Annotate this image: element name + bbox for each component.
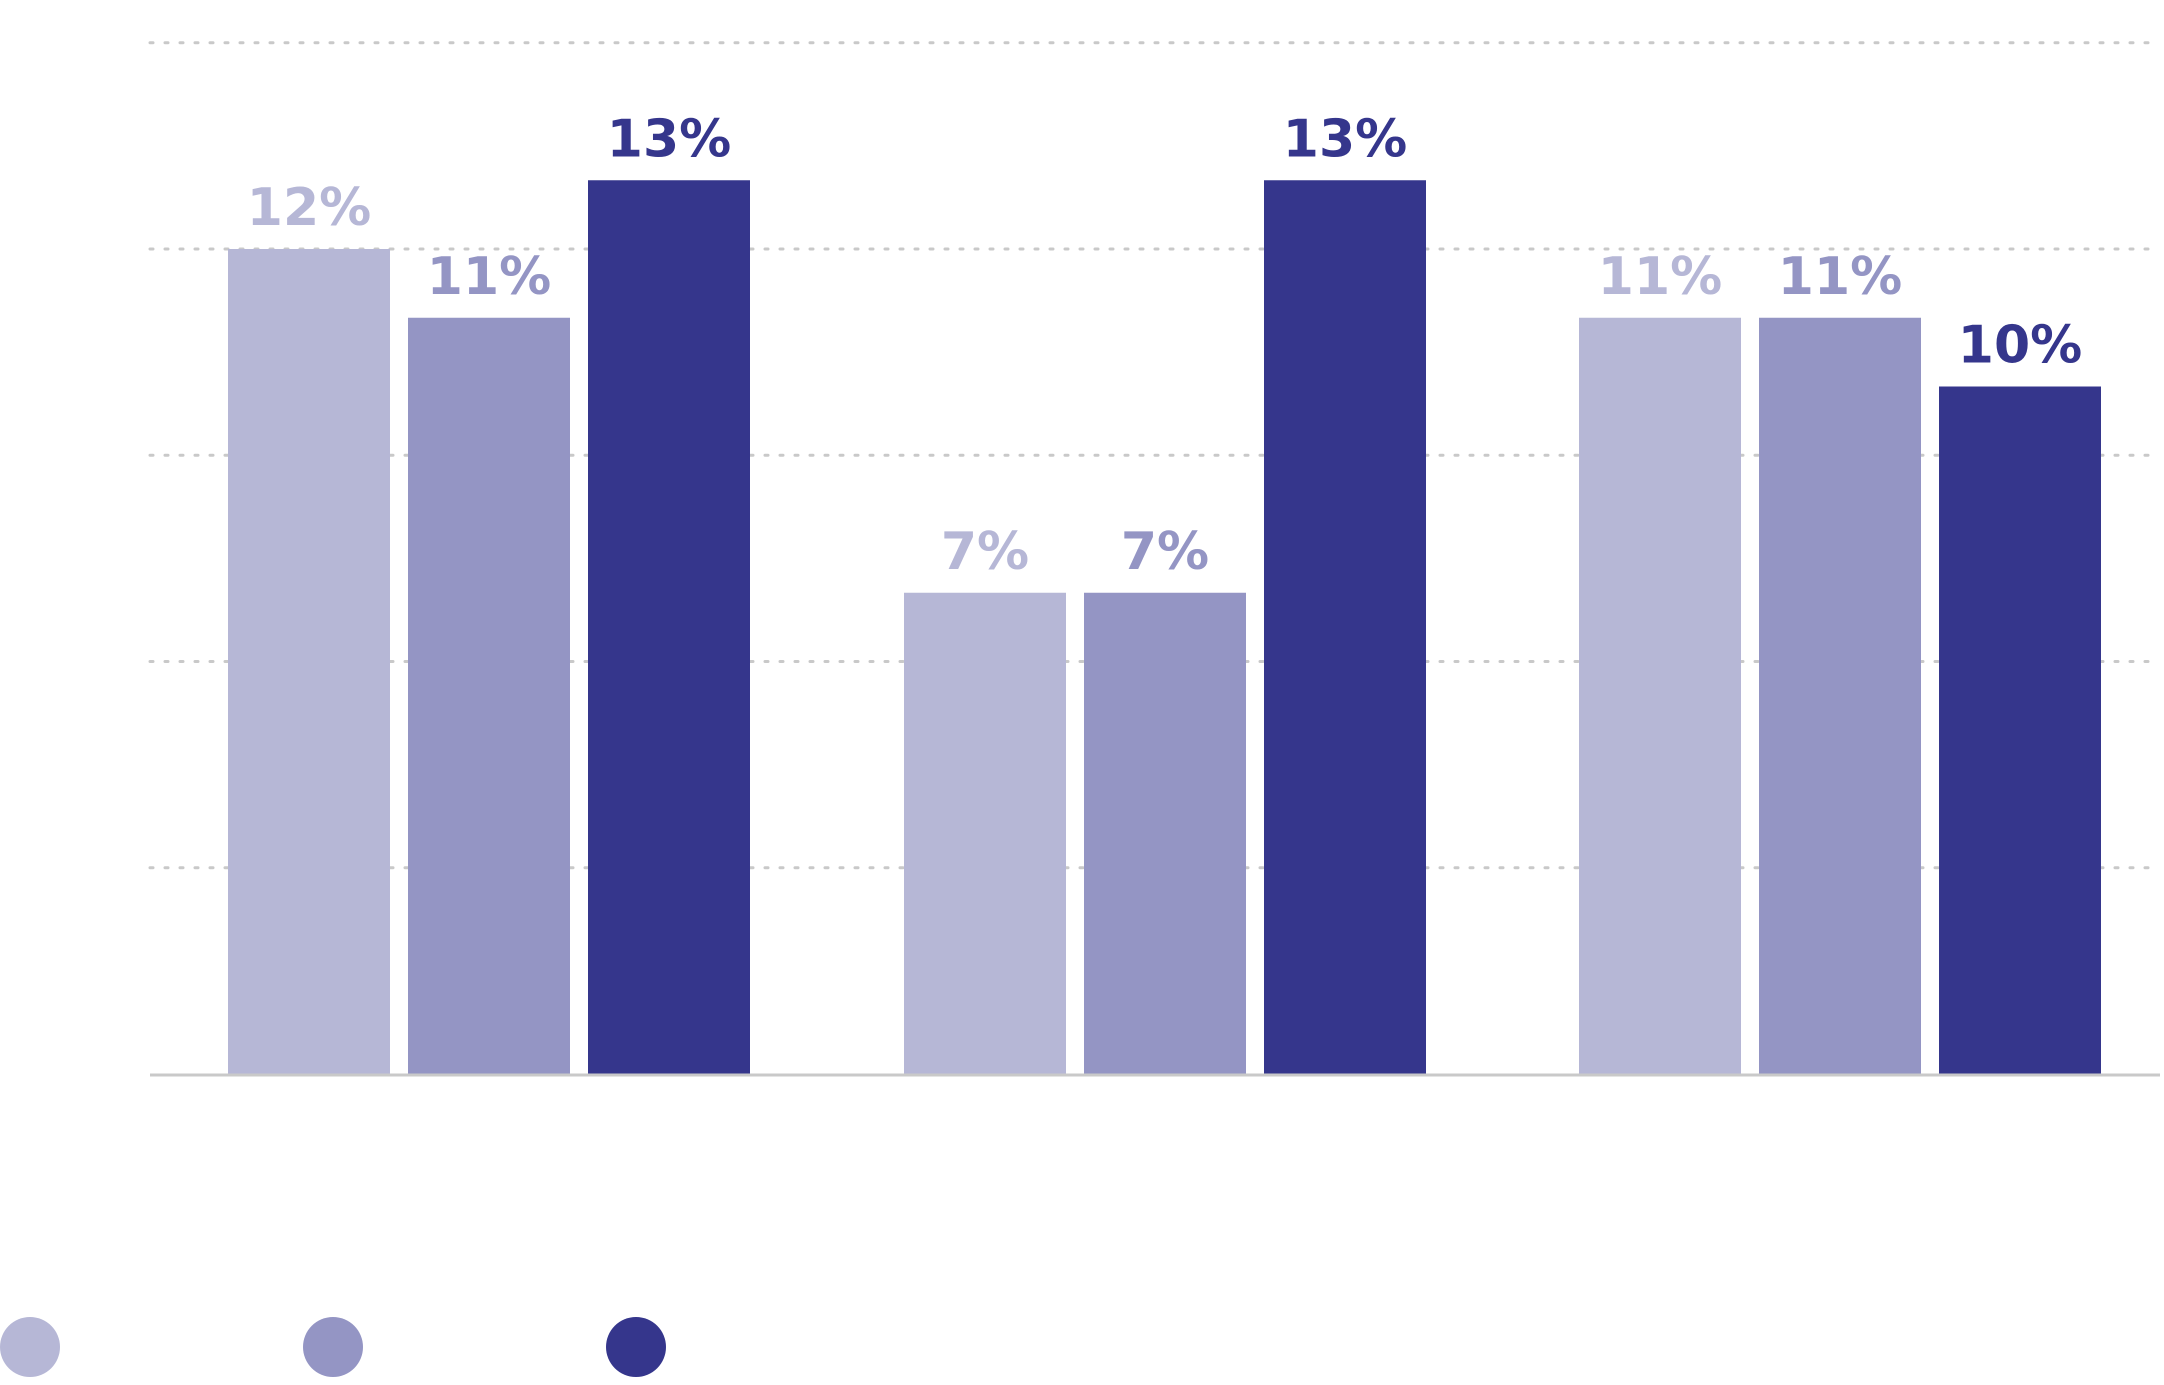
legend bbox=[0, 1317, 666, 1377]
bar-series3-group2 bbox=[1264, 180, 1426, 1074]
bars bbox=[228, 180, 2101, 1074]
legend-marker-series2 bbox=[303, 1317, 363, 1377]
bar-series2-group2 bbox=[1084, 592, 1246, 1074]
bar-series1-group3 bbox=[1579, 317, 1741, 1074]
bar-series3-group3 bbox=[1939, 386, 2101, 1074]
legend-marker-series1 bbox=[0, 1317, 60, 1377]
data-label-series1-group3: 11% bbox=[1598, 247, 1722, 307]
bar-series3-group1 bbox=[588, 180, 750, 1074]
data-label-series2-group2: 7% bbox=[1121, 522, 1209, 582]
data-label-series3-group1: 13% bbox=[607, 109, 731, 169]
data-label-series1-group2: 7% bbox=[941, 522, 1029, 582]
data-label-series2-group1: 11% bbox=[427, 247, 551, 307]
data-label-series1-group1: 12% bbox=[247, 178, 371, 238]
bar-series1-group1 bbox=[228, 249, 390, 1074]
legend-marker-series3 bbox=[606, 1317, 666, 1377]
data-label-series2-group3: 11% bbox=[1778, 247, 1902, 307]
data-labels: 12% 7% 11% 11% 7% 11% 13% 13% 10% bbox=[247, 109, 2082, 582]
data-label-series3-group3: 10% bbox=[1958, 316, 2082, 376]
bar-series1-group2 bbox=[904, 592, 1066, 1074]
bar-series2-group3 bbox=[1759, 317, 1921, 1074]
bar-series2-group1 bbox=[408, 317, 570, 1074]
data-label-series3-group2: 13% bbox=[1283, 109, 1407, 169]
